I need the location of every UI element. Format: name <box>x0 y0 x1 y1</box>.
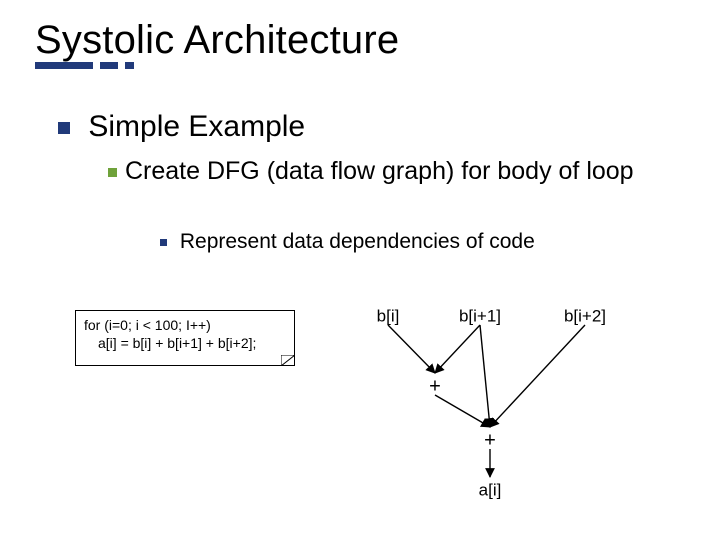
accent-rect-3 <box>125 62 134 69</box>
dfg-edges <box>388 325 585 477</box>
dfg-value-node: b[i] <box>377 306 400 325</box>
dfg-edge <box>435 395 490 427</box>
page-fold-icon <box>281 355 295 366</box>
accent-rect-2 <box>100 62 118 69</box>
dfg-edge <box>480 325 490 427</box>
dfg-diagram: b[i] b[i+1] b[i+2] + + a[i] <box>330 295 670 505</box>
dfg-edge <box>388 325 435 373</box>
code-line-2: a[i] = b[i] + b[i+1] + b[i+2]; <box>84 335 286 353</box>
dfg-nodes: b[i] b[i+1] b[i+2] + + a[i] <box>377 306 606 499</box>
bullet-l3-text: Represent data dependencies of code <box>180 230 535 253</box>
bullet-level-3: Represent data dependencies of code <box>160 230 535 254</box>
dfg-edge <box>435 325 480 373</box>
title-accent-bar <box>35 62 140 69</box>
dfg-edge <box>490 325 585 427</box>
bullet-level-1: Simple Example <box>58 110 305 144</box>
code-snippet-box: for (i=0; i < 100; I++) a[i] = b[i] + b[… <box>75 310 295 366</box>
bullet-l2-text: Create DFG (data flow graph) for body of… <box>125 157 634 185</box>
slide-title: Systolic Architecture <box>35 18 399 62</box>
code-line-1: for (i=0; i < 100; I++) <box>84 317 286 335</box>
dfg-op-node: + <box>484 429 496 451</box>
bullet-square-icon <box>160 239 167 246</box>
dfg-op-node: + <box>429 375 441 397</box>
bullet-l1-text: Simple Example <box>88 110 305 143</box>
dfg-value-node: b[i+2] <box>564 306 606 325</box>
bullet-square-icon <box>108 168 117 177</box>
bullet-level-2: Create DFG (data flow graph) for body of… <box>108 156 680 187</box>
bullet-square-icon <box>58 122 70 134</box>
accent-rect-1 <box>35 62 93 69</box>
dfg-value-node: a[i] <box>479 480 502 499</box>
slide-title-wrap: Systolic Architecture <box>35 18 399 63</box>
dfg-value-node: b[i+1] <box>459 306 501 325</box>
